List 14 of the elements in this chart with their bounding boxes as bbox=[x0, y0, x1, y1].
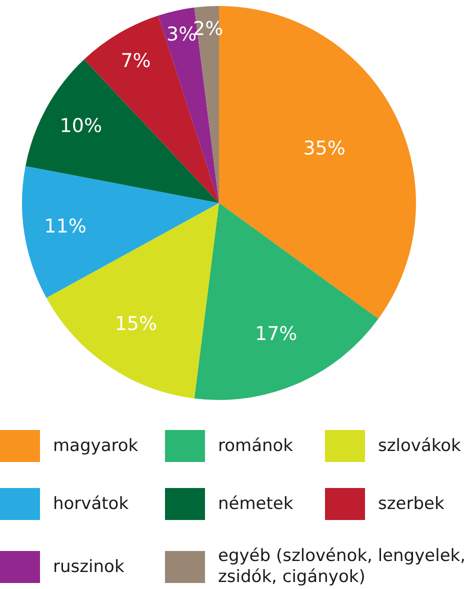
legend-label: románok bbox=[218, 436, 294, 456]
legend-label: szerbek bbox=[378, 494, 444, 514]
legend-label: németek bbox=[218, 494, 294, 514]
legend-label: egyéb (szlovénok, lengyelek, zsidók, cigányok) bbox=[218, 546, 467, 588]
data-label: 35% bbox=[303, 137, 346, 160]
legend-label: szlovákok bbox=[378, 436, 461, 456]
legend-label: horvátok bbox=[53, 494, 129, 514]
data-label: 17% bbox=[254, 322, 298, 345]
data-label: 10% bbox=[60, 115, 102, 138]
data-label: 11% bbox=[44, 215, 86, 238]
legend-label: ruszinok bbox=[53, 556, 124, 578]
legend-label: magyarok bbox=[53, 436, 138, 456]
data-label: 7% bbox=[120, 50, 151, 72]
data-label: 15% bbox=[114, 313, 158, 336]
